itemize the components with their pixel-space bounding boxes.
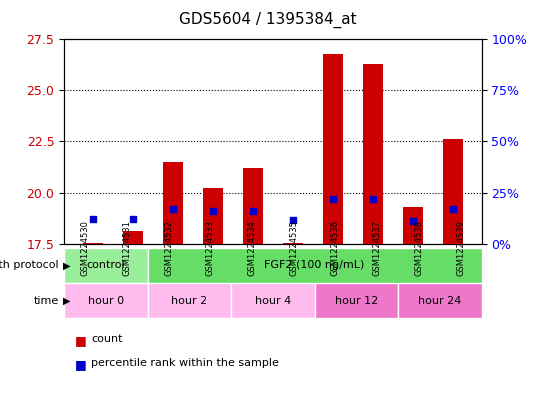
Text: hour 2: hour 2 (171, 296, 208, 306)
Point (288, 217, 297, 223)
FancyBboxPatch shape (231, 283, 315, 318)
Point (408, 218, 417, 224)
Bar (283, 242, 303, 244)
Text: FGF2 (100 ng/mL): FGF2 (100 ng/mL) (264, 260, 365, 270)
Text: GSM1224539: GSM1224539 (456, 220, 465, 275)
Text: ■: ■ (75, 334, 87, 347)
FancyBboxPatch shape (398, 283, 482, 318)
Bar (243, 168, 263, 244)
Bar (83, 242, 103, 244)
Bar (203, 189, 223, 244)
FancyBboxPatch shape (64, 283, 148, 318)
Text: GSM1224530: GSM1224530 (81, 220, 89, 275)
Text: GSM1224534: GSM1224534 (248, 220, 256, 275)
FancyBboxPatch shape (315, 283, 398, 318)
Text: GSM1224538: GSM1224538 (415, 220, 423, 275)
Point (328, 196, 337, 202)
Point (209, 208, 217, 214)
FancyBboxPatch shape (148, 248, 482, 283)
Point (89, 216, 97, 222)
Text: GSM1224531: GSM1224531 (123, 220, 131, 275)
Bar (323, 53, 343, 244)
Bar (442, 140, 463, 244)
Text: percentile rank within the sample: percentile rank within the sample (91, 358, 279, 367)
Point (169, 206, 177, 212)
Text: hour 24: hour 24 (418, 296, 462, 306)
Text: hour 12: hour 12 (335, 296, 378, 306)
Point (369, 196, 377, 202)
Text: GSM1224535: GSM1224535 (289, 220, 298, 275)
Text: GSM1224536: GSM1224536 (331, 220, 340, 275)
Text: GSM1224533: GSM1224533 (206, 220, 215, 275)
Bar (363, 64, 383, 244)
Text: ▶: ▶ (63, 296, 71, 306)
Text: hour 4: hour 4 (255, 296, 291, 306)
Text: growth protocol: growth protocol (0, 260, 59, 270)
Text: GSM1224537: GSM1224537 (373, 220, 381, 275)
Text: GSM1224532: GSM1224532 (164, 220, 173, 275)
Point (448, 206, 457, 212)
Bar (403, 207, 423, 244)
Text: GDS5604 / 1395384_at: GDS5604 / 1395384_at (179, 12, 356, 28)
Bar (123, 231, 143, 244)
Point (249, 208, 257, 214)
Point (129, 216, 137, 222)
Bar (163, 162, 183, 244)
Text: count: count (91, 334, 123, 344)
Text: hour 0: hour 0 (88, 296, 124, 306)
Text: ■: ■ (75, 358, 87, 371)
Text: ▶: ▶ (63, 260, 71, 270)
Text: time: time (34, 296, 59, 306)
FancyBboxPatch shape (148, 283, 231, 318)
Text: control: control (87, 260, 125, 270)
FancyBboxPatch shape (64, 248, 148, 283)
